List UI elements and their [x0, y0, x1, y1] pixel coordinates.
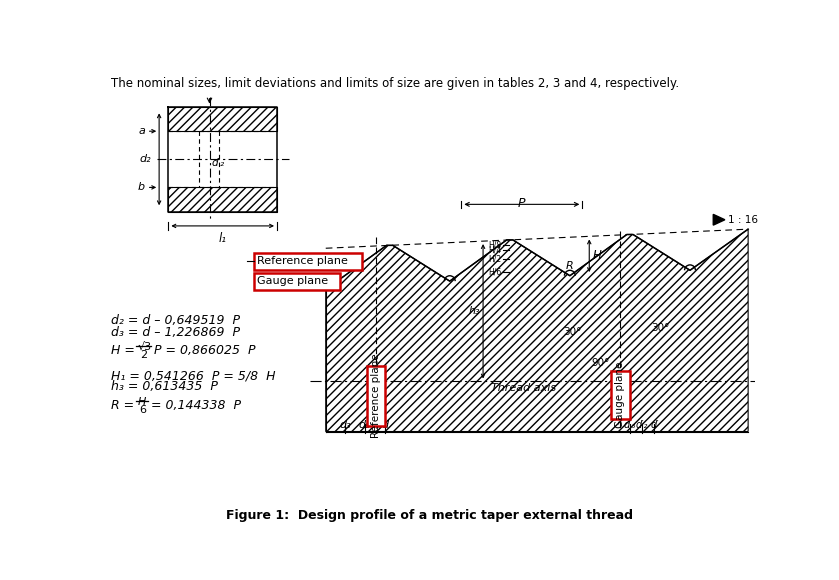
Polygon shape: [713, 215, 725, 225]
Text: 1 : 16: 1 : 16: [728, 215, 758, 224]
Text: R: R: [566, 262, 574, 271]
Polygon shape: [169, 187, 277, 212]
Text: Reference plane: Reference plane: [371, 354, 381, 438]
Text: H₁ = 0,541266  P = 5/8  H: H₁ = 0,541266 P = 5/8 H: [111, 370, 275, 383]
Text: Gauge plane: Gauge plane: [257, 276, 328, 287]
Text: The nominal sizes, limit deviations and limits of size are given in tables 2, 3 : The nominal sizes, limit deviations and …: [111, 77, 680, 90]
Text: d′₂: d′₂: [636, 420, 649, 430]
Text: d′₃: d′₃: [623, 420, 636, 430]
FancyBboxPatch shape: [611, 371, 629, 419]
Text: P = 0,866025  P: P = 0,866025 P: [154, 345, 256, 357]
Text: d₃ = d – 1,226869  P: d₃ = d – 1,226869 P: [111, 326, 240, 339]
Text: d₃: d₃: [339, 420, 351, 430]
Text: b: b: [138, 182, 145, 193]
Text: Figure 1:  Design profile of a metric taper external thread: Figure 1: Design profile of a metric tap…: [226, 509, 633, 521]
Text: Thread axis: Thread axis: [491, 383, 556, 393]
Text: h₃ = 0,613435  P: h₃ = 0,613435 P: [111, 380, 218, 393]
Polygon shape: [326, 229, 748, 432]
Text: 2: 2: [140, 350, 148, 360]
Text: H/6: H/6: [488, 267, 502, 277]
Text: = 0,144338  P: = 0,144338 P: [151, 399, 242, 412]
Text: H/4: H/4: [488, 245, 502, 254]
FancyBboxPatch shape: [253, 273, 341, 290]
Polygon shape: [169, 107, 277, 131]
Text: Reference plane: Reference plane: [257, 256, 347, 266]
Text: h₃: h₃: [468, 306, 480, 316]
Text: d₂: d₂: [359, 420, 370, 430]
Text: d₂: d₂: [140, 154, 151, 164]
Text: Gauge plane: Gauge plane: [615, 362, 625, 429]
Text: d′₂: d′₂: [211, 158, 225, 168]
FancyBboxPatch shape: [367, 366, 385, 426]
Text: P: P: [518, 197, 525, 209]
Text: √3: √3: [138, 342, 152, 352]
Text: R =: R =: [111, 399, 134, 412]
Text: 6: 6: [139, 405, 146, 415]
Text: 30°: 30°: [651, 324, 670, 334]
FancyBboxPatch shape: [253, 253, 362, 270]
Text: H/8: H/8: [488, 240, 502, 249]
Text: H/2: H/2: [488, 255, 502, 264]
Text: 30°: 30°: [563, 327, 581, 337]
Text: a: a: [138, 126, 145, 136]
Text: H =: H =: [111, 345, 135, 357]
Text: H: H: [593, 249, 602, 262]
Text: l₁: l₁: [219, 232, 227, 245]
Text: H: H: [138, 397, 146, 407]
Text: d: d: [382, 420, 389, 430]
Text: d′: d′: [650, 420, 659, 430]
Text: 90°: 90°: [591, 358, 610, 368]
Text: d₂ = d – 0,649519  P: d₂ = d – 0,649519 P: [111, 314, 240, 328]
